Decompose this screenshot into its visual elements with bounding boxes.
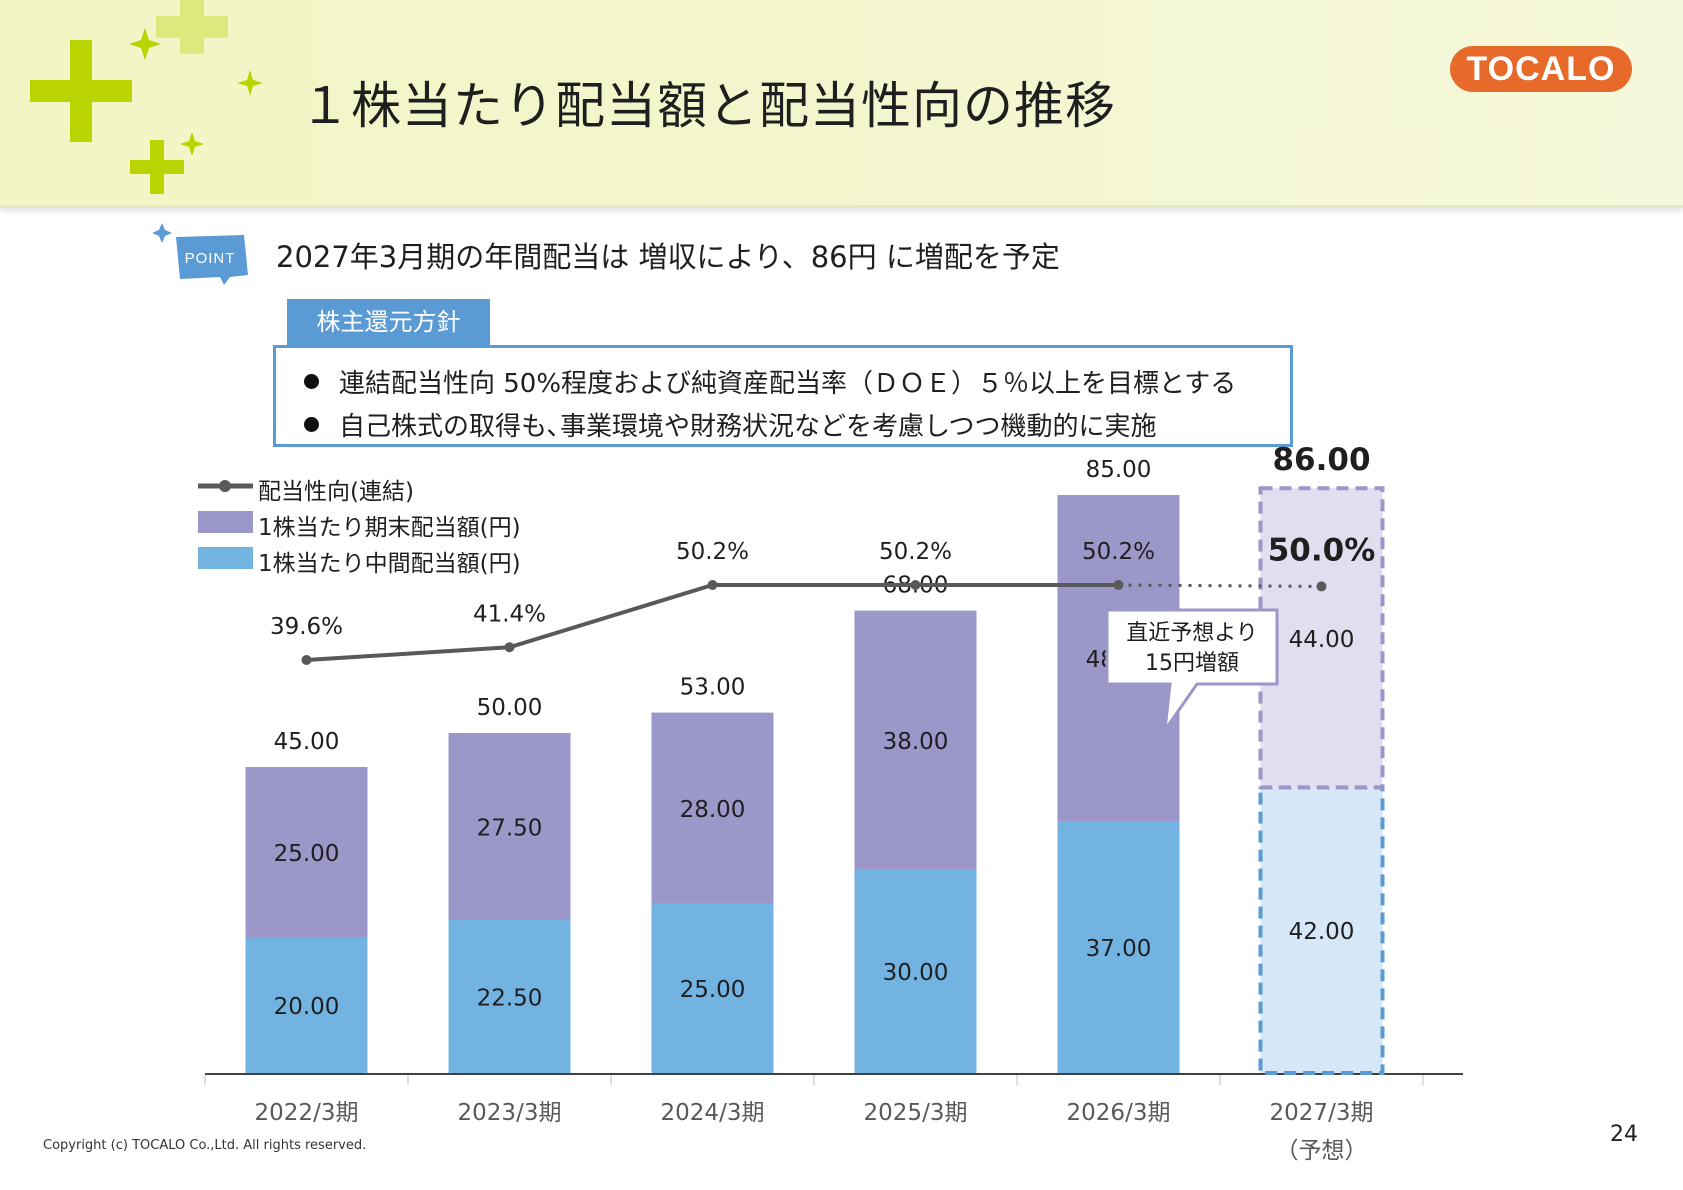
payout-ratio-label: 50.2% <box>879 539 952 565</box>
tocalo-logo: TOCALO <box>1450 46 1632 92</box>
x-tick-label: 2022/3期 <box>255 1100 359 1126</box>
bar-total-label: 45.00 <box>274 729 340 755</box>
sparkle-decoration-icon <box>30 0 263 194</box>
page-number: 24 <box>1610 1122 1638 1147</box>
bar-interim <box>245 937 368 1073</box>
policy-item: 自己株式の取得も､事業環境や財務状況などを考慮しつつ機動的に実施 <box>304 406 1156 443</box>
x-tick-label: 2026/3期 <box>1067 1100 1171 1126</box>
bar-value-label: 22.50 <box>477 986 543 1012</box>
header-banner: １株当たり配当額と配当性向の推移 TOCALO <box>0 0 1683 208</box>
callout-bubble <box>1105 608 1279 731</box>
legend-label: 1株当たり中間配当額(円) <box>258 551 521 577</box>
payout-ratio-point <box>707 580 718 590</box>
payout-ratio-point <box>910 580 921 590</box>
bar-value-label: 44.00 <box>1289 627 1355 653</box>
payout-ratio-point <box>301 655 312 665</box>
bullet-icon <box>304 374 319 389</box>
legend-payout-ratio: 配当性向(連結) <box>198 472 548 505</box>
payout-ratio-point <box>1316 581 1327 592</box>
payout-ratio-label: 50.2% <box>1082 539 1155 565</box>
legend-line-icon <box>198 480 253 492</box>
forecast-label: （予想） <box>1276 1138 1368 1164</box>
bar-value-label: 25.00 <box>680 977 746 1003</box>
legend-label: 1株当たり期末配当額(円) <box>258 515 521 541</box>
bar-year-end <box>854 610 977 869</box>
bar-year-end <box>448 733 571 920</box>
bullet-icon <box>304 417 319 432</box>
bar-value-label: 27.50 <box>477 816 543 842</box>
bar-interim <box>854 869 977 1073</box>
bar-value-label: 37.00 <box>1086 936 1152 962</box>
x-tick-label: 2025/3期 <box>864 1100 968 1126</box>
callout-text: 直近予想より <box>1126 621 1258 646</box>
policy-tab: 株主還元方針 <box>287 299 490 345</box>
legend-year-end: 1株当たり期末配当額(円) <box>198 508 548 541</box>
x-tick-label: 2027/3期 <box>1270 1100 1374 1126</box>
bar-total-label: 85.00 <box>1086 457 1152 483</box>
payout-ratio-point <box>1113 580 1124 590</box>
x-tick-label: 2024/3期 <box>661 1100 765 1126</box>
payout-ratio-label: 50.0% <box>1268 532 1376 568</box>
sparkle-icon <box>152 223 172 243</box>
point-text: 2027年3月期の年間配当は 増収により、86円 に増配を予定 <box>276 240 1060 274</box>
legend-swatch <box>198 511 253 533</box>
copyright: Copyright (c) TOCALO Co.,Ltd. All rights… <box>43 1138 367 1153</box>
bar-interim <box>651 903 774 1073</box>
bar-year-end <box>651 712 774 903</box>
payout-ratio-line <box>306 583 1119 662</box>
bar-value-label: 38.00 <box>883 729 949 755</box>
bar-total-label: 53.00 <box>680 675 746 701</box>
bar-year-end <box>1258 486 1385 790</box>
bar-value-label: 30.00 <box>883 960 949 986</box>
policy-item: 連結配当性向 50%程度および純資産配当率（ＤＯＥ）５％以上を目標とする <box>304 363 1236 400</box>
bar-total-label: 86.00 <box>1272 442 1370 478</box>
bar-year-end <box>245 767 368 937</box>
x-tick-label: 2023/3期 <box>458 1100 562 1126</box>
bar-value-label: 28.00 <box>680 797 746 823</box>
legend-interim: 1株当たり中間配当額(円) <box>198 544 548 577</box>
bar-value-label: 42.00 <box>1289 919 1355 945</box>
payout-ratio-label: 50.2% <box>676 539 749 565</box>
callout-text: 15円増額 <box>1145 651 1239 676</box>
bar-interim <box>1057 821 1180 1073</box>
bar-interim <box>448 920 571 1073</box>
point-badge: POINT <box>152 223 248 285</box>
legend-label: 配当性向(連結) <box>258 479 414 505</box>
bar-value-label: 25.00 <box>274 841 340 867</box>
payout-ratio-label: 39.6% <box>270 614 343 640</box>
point-badge-label: POINT <box>185 250 236 267</box>
payout-ratio-label: 41.4% <box>473 601 546 627</box>
bar-value-label: 20.00 <box>274 994 340 1020</box>
legend-swatch <box>198 547 253 569</box>
payout-ratio-point <box>504 642 515 653</box>
page-title: １株当たり配当額と配当性向の推移 <box>300 77 1116 135</box>
policy-box: 連結配当性向 50%程度および純資産配当率（ＤＯＥ）５％以上を目標とする 自己株… <box>273 345 1293 447</box>
bar-total-label: 50.00 <box>477 695 543 721</box>
payout-ratio-forecast-line <box>1118 583 1322 588</box>
